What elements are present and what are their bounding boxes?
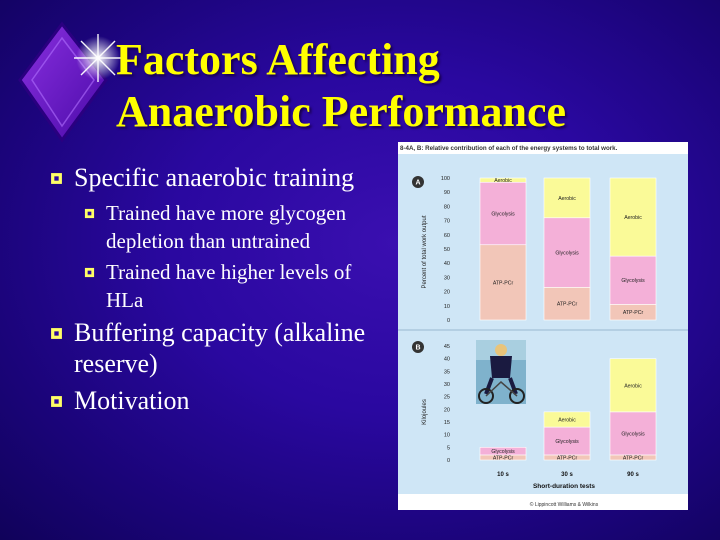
y-tick-label: 35 <box>444 369 450 375</box>
cyclist-photo <box>476 340 526 404</box>
diamond-bullet-icon <box>51 396 62 407</box>
bar-segment <box>543 287 591 321</box>
bullet-item: Buffering capacity (alkaline reserve) <box>48 317 388 379</box>
title-line-1: Factors Affecting <box>116 35 440 84</box>
bullet-text: Specific anaerobic training <box>74 163 355 192</box>
x-tick-label: 10 s <box>497 472 509 478</box>
bar-label: Glycolysis <box>621 278 645 284</box>
y-tick-label: 0 <box>447 318 450 324</box>
y-tick-label: 30 <box>444 382 450 388</box>
bar-label: Aerobic <box>558 417 576 423</box>
y-tick-label: 70 <box>444 219 450 225</box>
y-tick-label: 80 <box>444 204 450 210</box>
y-tick-label: 100 <box>441 176 450 182</box>
diamond-bullet-icon <box>84 267 95 278</box>
energy-systems-figure: 8-4A, B: Relative contribution of each o… <box>398 142 688 510</box>
y-tick-label: 30 <box>444 275 450 281</box>
y-tick-label: 40 <box>444 261 450 267</box>
bar-label: Glycolysis <box>491 212 515 218</box>
y-tick-label: 10 <box>444 304 450 310</box>
bar-label: Aerobic <box>624 383 642 389</box>
bar-label: Glycolysis <box>491 449 515 455</box>
bullet-text: Buffering capacity (alkaline reserve) <box>74 318 366 378</box>
bar-segment <box>543 426 591 456</box>
bullet-text: Trained have more glycogen depletion tha… <box>106 201 347 253</box>
bar-label: Glycolysis <box>555 251 579 257</box>
diamond-bullet-icon <box>51 328 62 339</box>
y-tick-label: 50 <box>444 247 450 253</box>
figure-caption: 8-4A, B: Relative contribution of each o… <box>400 145 618 152</box>
y-tick-label: 25 <box>444 395 450 401</box>
bar-segment <box>479 447 527 456</box>
bullet-item: Specific anaerobic training <box>48 162 388 193</box>
bar-label: Aerobic <box>558 196 576 202</box>
bar-segment <box>609 255 657 305</box>
bar-segment <box>479 244 527 321</box>
bar-label: ATP-PCr <box>557 455 578 461</box>
title-line-2: Anaerobic Performance <box>116 87 567 136</box>
y-tick-label: 20 <box>444 290 450 296</box>
bar-segment <box>543 217 591 288</box>
bullet-list: Specific anaerobic training Trained have… <box>48 162 388 422</box>
diamond-bullet-icon <box>84 208 95 219</box>
bar-label: Aerobic <box>624 215 642 221</box>
bullet-text: Motivation <box>74 386 190 415</box>
bar-segment <box>479 177 527 183</box>
panel-a-letter: A <box>415 180 420 187</box>
figure-credit: © Lippincott Williams & Wilkins <box>530 501 599 508</box>
panel-a-y-axis-label: Percent of total work output <box>422 215 428 288</box>
y-tick-label: 20 <box>444 407 450 413</box>
bar-label: ATP-PCr <box>623 310 644 316</box>
y-tick-label: 0 <box>447 458 450 464</box>
bar-segment <box>609 177 657 257</box>
bullet-item: Motivation <box>48 385 388 416</box>
bar-label: ATP-PCr <box>493 455 514 461</box>
bar-label: Aerobic <box>494 178 512 184</box>
diamond-bullet-icon <box>51 173 62 184</box>
bullet-text: Trained have higher levels of HLa <box>106 260 352 312</box>
bar-segment <box>609 411 657 456</box>
bar-label: ATP-PCr <box>493 280 514 286</box>
bar-label: ATP-PCr <box>557 302 578 308</box>
bar-label: ATP-PCr <box>623 455 644 461</box>
y-tick-label: 40 <box>444 357 450 363</box>
x-axis-label: Short-duration tests <box>533 483 595 490</box>
y-tick-label: 5 <box>447 445 450 451</box>
slide-title: Factors Affecting Anaerobic Performance <box>116 34 636 138</box>
bar-segment <box>609 358 657 413</box>
y-tick-label: 10 <box>444 433 450 439</box>
bar-label: Glycolysis <box>621 431 645 437</box>
panel-b-marker <box>412 341 424 353</box>
panel-b-letter: B <box>415 345 420 352</box>
bar-label: Glycolysis <box>555 439 579 445</box>
y-tick-label: 90 <box>444 190 450 196</box>
y-tick-label: 60 <box>444 233 450 239</box>
diamond-star-logo-icon <box>18 21 122 143</box>
x-tick-label: 90 s <box>627 472 639 478</box>
y-tick-label: 45 <box>444 344 450 350</box>
bar-segment <box>543 177 591 219</box>
x-tick-label: 30 s <box>561 472 573 478</box>
panel-b-y-axis-label: Kilojoules <box>422 399 428 425</box>
sub-bullet-item: Trained have more glycogen depletion tha… <box>48 199 388 255</box>
panel-a-marker <box>412 176 424 188</box>
sub-bullet-item: Trained have higher levels of HLa <box>48 258 388 314</box>
bar-segment <box>543 411 591 428</box>
y-tick-label: 15 <box>444 420 450 426</box>
panel-a-chart: 0 10 20 30 40 50 60 70 80 90 100 ATP-PCr Glycolysis A… <box>441 176 657 324</box>
